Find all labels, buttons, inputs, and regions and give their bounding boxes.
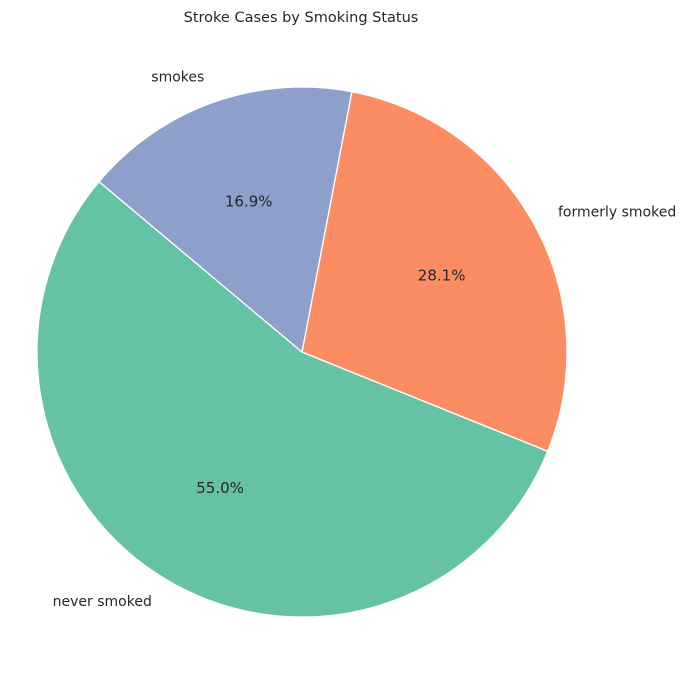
slice-label-smokes: smokes — [151, 69, 204, 85]
pie-slices — [36, 86, 568, 618]
chart-title: Stroke Cases by Smoking Status — [184, 10, 419, 26]
percent-label-formerly-smoked: 28.1% — [418, 266, 466, 284]
pie-slice-formerly-smoked — [301, 90, 568, 453]
slice-label-formerly-smoked: formerly smoked — [558, 205, 676, 221]
pie-slice-never-smoked — [36, 180, 549, 618]
pie-labels: never smoked 55.0% formerly smoked 28.1% smo… — [53, 69, 677, 610]
percent-label-smokes: 16.9% — [225, 193, 273, 211]
percent-label-never-smoked: 55.0% — [196, 479, 244, 497]
pie-slice-smokes — [98, 86, 353, 354]
slice-label-never-smoked: never smoked — [53, 594, 152, 610]
